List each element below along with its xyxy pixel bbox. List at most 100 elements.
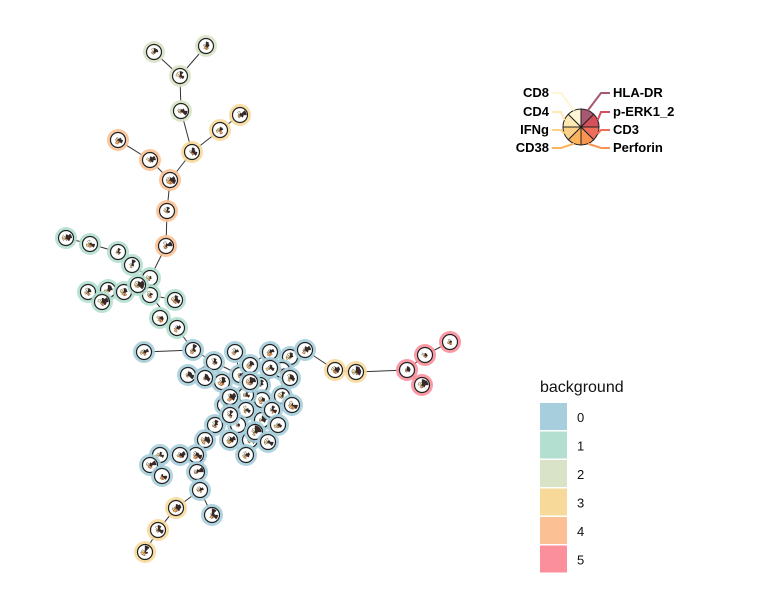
cluster-node[interactable] bbox=[411, 374, 433, 396]
cluster-node[interactable] bbox=[324, 359, 346, 381]
marker-star-wedge bbox=[405, 368, 408, 371]
cluster-node[interactable] bbox=[239, 354, 261, 376]
cluster-node[interactable] bbox=[239, 371, 261, 393]
cluster-node[interactable] bbox=[107, 241, 129, 263]
marker-star-wedge bbox=[417, 381, 423, 386]
marker-star-wedge bbox=[161, 475, 168, 480]
marker-star-wedge bbox=[214, 424, 218, 428]
cluster-node[interactable] bbox=[281, 394, 303, 416]
cluster-node[interactable] bbox=[203, 351, 225, 373]
marker-star-wedge bbox=[201, 439, 206, 445]
marker-star-wedge bbox=[205, 41, 210, 47]
marker-star-wedge bbox=[176, 71, 181, 77]
marker-star-wedge bbox=[160, 474, 163, 477]
marker-star-wedge bbox=[189, 349, 194, 353]
marker-star-wedge bbox=[149, 460, 157, 466]
cluster-node[interactable] bbox=[121, 254, 143, 276]
cluster-node[interactable] bbox=[155, 235, 177, 257]
cluster-node[interactable] bbox=[182, 339, 204, 361]
cluster-node[interactable] bbox=[185, 444, 207, 466]
marker-star-wedge bbox=[101, 301, 105, 306]
marker-star-wedge bbox=[334, 366, 341, 371]
cluster-node[interactable] bbox=[396, 359, 418, 381]
cluster-node[interactable] bbox=[149, 307, 171, 329]
marker-star-wedge bbox=[166, 206, 171, 212]
marker-star-wedge bbox=[193, 469, 198, 473]
cluster-node[interactable] bbox=[195, 35, 217, 57]
cluster-node[interactable] bbox=[439, 331, 461, 353]
cluster-node[interactable] bbox=[159, 169, 181, 191]
cluster-node[interactable] bbox=[77, 281, 99, 303]
marker-star-wedge bbox=[101, 297, 109, 303]
cluster-node[interactable] bbox=[279, 367, 301, 389]
cluster-node[interactable] bbox=[194, 429, 216, 451]
marker-leader-line bbox=[552, 111, 566, 121]
marker-star-wedge bbox=[157, 525, 162, 531]
cluster-node[interactable] bbox=[127, 274, 149, 296]
marker-star-wedge bbox=[195, 470, 198, 473]
cluster-node[interactable] bbox=[79, 233, 101, 255]
marker-star-wedge bbox=[268, 365, 271, 369]
cluster-node[interactable] bbox=[55, 227, 77, 249]
cluster-node[interactable] bbox=[201, 504, 223, 526]
cluster-node[interactable] bbox=[189, 479, 211, 501]
cluster-node[interactable] bbox=[91, 291, 113, 313]
cluster-node[interactable] bbox=[169, 444, 191, 466]
marker-star-wedge bbox=[61, 234, 67, 239]
marker-star-wedge bbox=[304, 345, 311, 351]
cluster-node[interactable] bbox=[219, 429, 241, 451]
marker-star-wedge bbox=[302, 349, 306, 355]
marker-star-wedge bbox=[419, 384, 423, 389]
marker-star-wedge bbox=[159, 317, 164, 323]
marker-star-wedge bbox=[354, 370, 357, 373]
marker-star-wedge bbox=[193, 454, 197, 460]
cluster-node[interactable] bbox=[164, 289, 186, 311]
cluster-node[interactable] bbox=[139, 149, 161, 171]
cluster-node[interactable] bbox=[166, 317, 188, 339]
cluster-node[interactable] bbox=[107, 129, 129, 151]
cluster-node[interactable] bbox=[259, 341, 281, 363]
cluster-node[interactable] bbox=[414, 344, 436, 366]
marker-star-wedge bbox=[166, 179, 171, 183]
marker-star-wedge bbox=[227, 393, 231, 398]
cluster-node[interactable] bbox=[165, 497, 187, 519]
cluster-node[interactable] bbox=[181, 141, 203, 163]
cluster-node[interactable] bbox=[170, 100, 192, 122]
marker-star-wedge bbox=[261, 419, 264, 422]
cluster-node[interactable] bbox=[147, 519, 169, 541]
cluster-node[interactable] bbox=[151, 465, 173, 487]
cluster-node[interactable] bbox=[257, 431, 279, 453]
marker-star-wedge bbox=[143, 550, 146, 553]
cluster-node[interactable] bbox=[219, 404, 241, 426]
cluster-node[interactable] bbox=[177, 364, 199, 386]
cluster-node[interactable] bbox=[294, 339, 316, 361]
marker-star-wedge bbox=[421, 352, 426, 356]
cluster-node[interactable] bbox=[194, 367, 216, 389]
cluster-node[interactable] bbox=[229, 104, 251, 126]
cluster-node[interactable] bbox=[259, 357, 281, 379]
marker-star-wedge bbox=[149, 464, 153, 469]
marker-star-wedge bbox=[151, 51, 155, 55]
marker-star-wedge bbox=[172, 296, 176, 301]
marker-star-wedge bbox=[334, 369, 338, 374]
cluster-node[interactable] bbox=[133, 341, 155, 363]
cluster-node[interactable] bbox=[235, 444, 257, 466]
marker-star-wedge bbox=[189, 349, 194, 355]
marker-star-wedge bbox=[406, 369, 411, 373]
cluster-node[interactable] bbox=[156, 200, 178, 222]
cluster-node[interactable] bbox=[134, 541, 156, 563]
marker-star-wedge bbox=[280, 368, 283, 371]
cluster-node[interactable] bbox=[186, 461, 208, 483]
legend-swatch bbox=[540, 488, 567, 516]
marker-star-wedge bbox=[237, 114, 241, 117]
cluster-node[interactable] bbox=[169, 65, 191, 87]
cluster-node[interactable] bbox=[143, 41, 165, 63]
cluster-node[interactable] bbox=[267, 414, 289, 436]
cluster-node[interactable] bbox=[219, 386, 241, 408]
cluster-node[interactable] bbox=[345, 361, 367, 383]
cluster-node[interactable] bbox=[224, 341, 246, 363]
marker-star-wedge bbox=[179, 454, 185, 459]
marker-star-wedge bbox=[239, 114, 244, 118]
cluster-node[interactable] bbox=[209, 119, 231, 141]
marker-star-wedge bbox=[199, 489, 203, 493]
